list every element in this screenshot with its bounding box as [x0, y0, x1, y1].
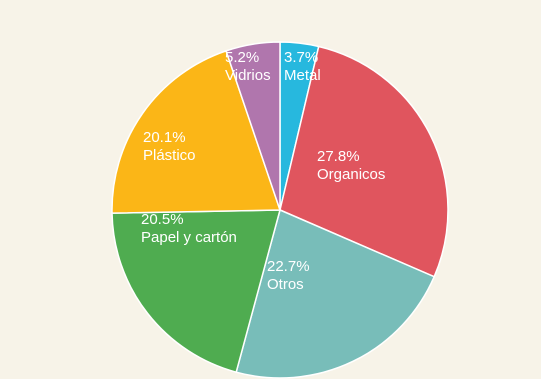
slice-label: 20.5%Papel y cartón [141, 211, 237, 246]
pie-slice-papel-y-cartón [111, 209, 281, 374]
pie-slices [111, 41, 449, 379]
slice-name-label: Vidrios [225, 67, 271, 84]
pie-slice-plástico [111, 49, 282, 214]
slice-percent-label: 5.2% [225, 49, 259, 66]
slice-percent-label: 20.5% [141, 211, 184, 228]
slice-label: 27.8%Organicos [317, 148, 385, 183]
slice-label: 3.7%Metal [284, 49, 321, 84]
slice-label: 22.7%Otros [267, 258, 310, 293]
pie-labels: 3.7%Metal 27.8%Organicos 22.7%Otros 20.5%Pa… [141, 49, 385, 293]
slice-name-label: Organicos [317, 166, 385, 183]
slice-name-label: Papel y cartón [141, 229, 237, 246]
slice-name-label: Otros [267, 276, 304, 293]
slice-percent-label: 3.7% [284, 49, 318, 66]
slice-name-label: Plástico [143, 147, 196, 164]
slice-name-label: Metal [284, 67, 321, 84]
pie-slice-vidrios [225, 41, 281, 211]
slice-percent-label: 20.1% [143, 129, 186, 146]
pie-slice-otros [235, 208, 436, 379]
slice-label: 5.2%Vidrios [225, 49, 271, 84]
slice-label: 20.1%Plástico [143, 129, 196, 164]
slice-percent-label: 27.8% [317, 148, 360, 165]
slice-percent-label: 22.7% [267, 258, 310, 275]
pie-slice-organicos [279, 45, 449, 278]
